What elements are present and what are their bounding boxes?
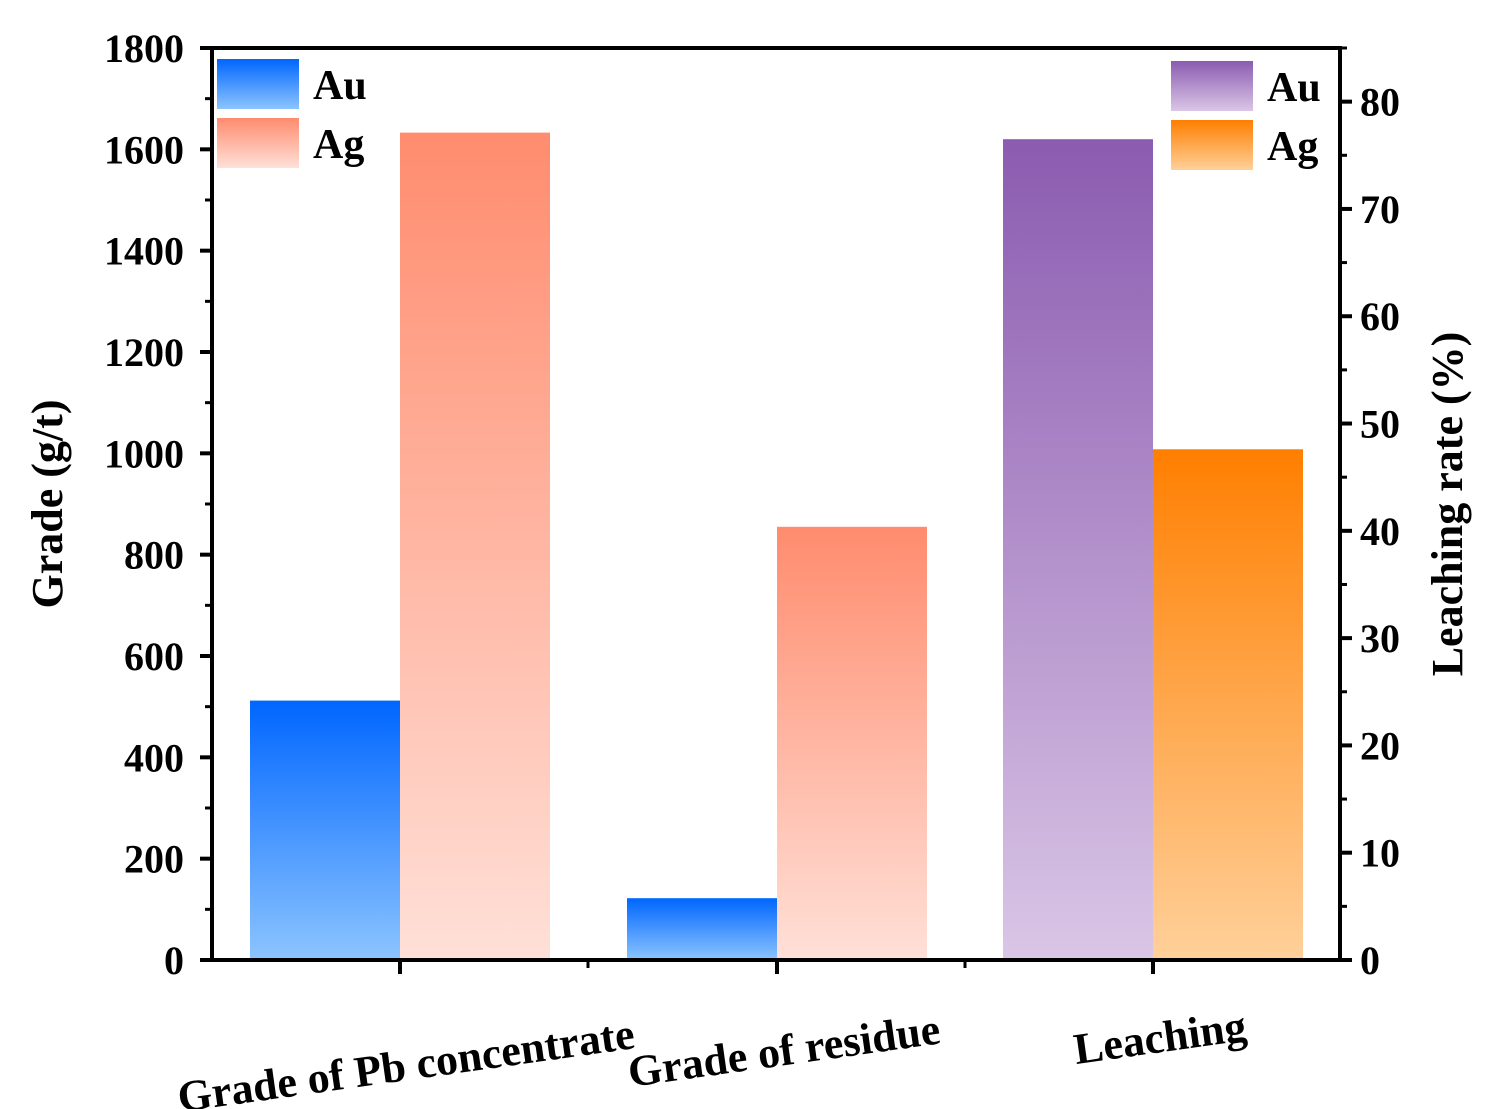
bar-au-1 (627, 898, 777, 960)
bar-au-2 (1003, 139, 1153, 960)
right-axis: 0 10 20 30 40 50 60 70 80 (1340, 46, 1400, 983)
right-tick-label: 70 (1360, 187, 1400, 232)
left-tick-label: 600 (124, 634, 184, 679)
bar-ag-2 (1153, 449, 1303, 960)
left-tick-label: 1200 (104, 330, 184, 375)
bar-ag-1 (777, 526, 927, 960)
legend-swatch-au (217, 59, 299, 109)
legend-label-au: Au (313, 63, 367, 109)
left-axis: 0 200 400 600 800 1000 1200 1400 1600 1800 (104, 26, 212, 983)
category-label: Grade of Pb concentrate (174, 1009, 637, 1109)
left-tick-label: 400 (124, 735, 184, 780)
right-axis-title: Leaching rate (%) (1423, 332, 1472, 677)
bar-au-0 (250, 700, 400, 960)
right-tick-label: 20 (1360, 723, 1400, 768)
legend-label-au: Au (1267, 65, 1321, 111)
legend-label-ag: Ag (313, 122, 364, 168)
legend-label-ag: Ag (1267, 124, 1318, 170)
bar-ag-0 (400, 132, 550, 960)
right-tick-label: 10 (1360, 831, 1400, 876)
legend-swatch-au (1171, 61, 1253, 111)
category-label: Leaching (1071, 1001, 1250, 1074)
legend-swatch-ag (1171, 120, 1253, 170)
left-tick-label: 1400 (104, 229, 184, 274)
left-tick-label: 800 (124, 533, 184, 578)
legend-left: Au Ag (217, 59, 367, 168)
right-tick-label: 80 (1360, 80, 1400, 125)
left-tick-label: 0 (164, 938, 184, 983)
left-tick-label: 200 (124, 837, 184, 882)
right-tick-label: 50 (1360, 402, 1400, 447)
category-label: Grade of residue (625, 1004, 943, 1096)
bars-group (250, 132, 1303, 960)
legend-swatch-ag (217, 118, 299, 168)
left-tick-label: 1800 (104, 26, 184, 71)
right-tick-label: 0 (1360, 938, 1380, 983)
right-tick-label: 40 (1360, 509, 1400, 554)
legend-right: Au Ag (1171, 61, 1321, 170)
left-tick-label: 1600 (104, 127, 184, 172)
right-tick-label: 30 (1360, 616, 1400, 661)
left-axis-title: Grade (g/t) (23, 400, 72, 609)
right-tick-label: 60 (1360, 294, 1400, 339)
left-tick-label: 1000 (104, 431, 184, 476)
